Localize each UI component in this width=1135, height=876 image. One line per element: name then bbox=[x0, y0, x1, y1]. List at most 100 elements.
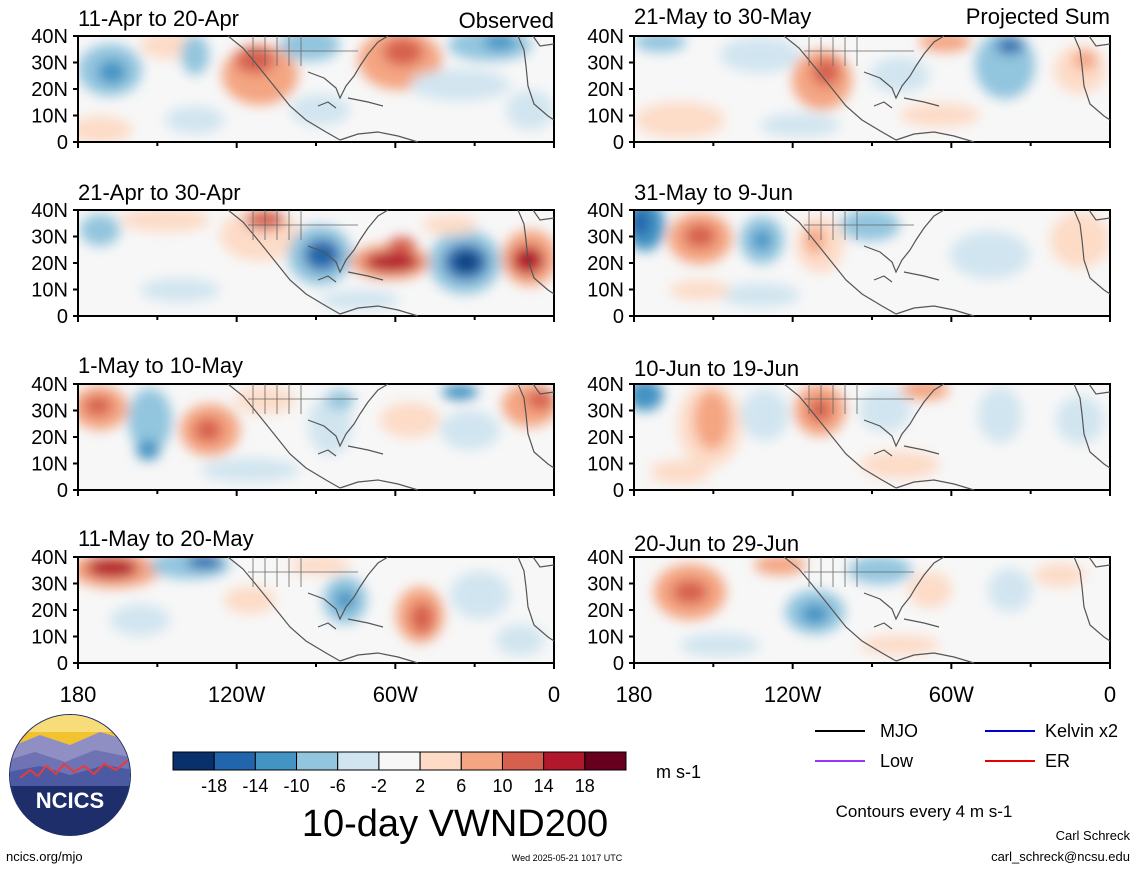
lon-label: 180 bbox=[60, 682, 97, 707]
coastline bbox=[873, 271, 940, 283]
units-label: m s-1 bbox=[656, 762, 701, 782]
colorbar-tick-label: 6 bbox=[456, 776, 466, 796]
panel-period-left-1: 11-Apr to 20-Apr bbox=[78, 6, 239, 31]
panel-right-3: 10-Jun to 19-Jun bbox=[633, 356, 1111, 491]
lat-label: 40N bbox=[587, 200, 624, 222]
coastline bbox=[895, 131, 975, 143]
lat-label: 10N bbox=[31, 106, 68, 128]
coastline bbox=[873, 445, 940, 457]
coastline bbox=[863, 556, 945, 621]
legend-label-kelvin: Kelvin x2 bbox=[1045, 721, 1118, 741]
coastline bbox=[1088, 209, 1111, 221]
lat-label: 0 bbox=[57, 480, 68, 502]
colorbar-tick-label: -18 bbox=[201, 776, 227, 796]
coastline bbox=[783, 556, 897, 662]
colorbar-tick-label: -14 bbox=[242, 776, 268, 796]
logo-text: NCICS bbox=[36, 788, 104, 813]
panel-left-4: 11-May to 20-May bbox=[77, 526, 555, 664]
coastline bbox=[1073, 209, 1111, 295]
coastline-group bbox=[783, 209, 1111, 317]
wind-field-right-3 bbox=[634, 384, 1110, 490]
colorbar-swatch bbox=[213, 751, 256, 771]
lat-label: 10N bbox=[587, 454, 624, 476]
lat-label: 0 bbox=[613, 480, 624, 502]
coastlines bbox=[227, 35, 1111, 664]
panel-left-1: 11-Apr to 20-Apr Observed bbox=[77, 6, 555, 143]
ncics-logo: NCICS bbox=[9, 714, 131, 836]
coastline bbox=[895, 305, 975, 317]
wind-field-left-3 bbox=[78, 384, 554, 490]
lat-label: 30N bbox=[587, 574, 624, 596]
panel-right-4: 20-Jun to 29-Jun bbox=[633, 531, 1111, 664]
legend-label-er: ER bbox=[1045, 751, 1070, 771]
coastline bbox=[517, 383, 555, 469]
lon-label: 0 bbox=[1104, 682, 1116, 707]
wind-field-right-2 bbox=[634, 210, 1110, 316]
panel-right-1: 21-May to 30-May Projected Sum bbox=[633, 4, 1111, 143]
lat-label: 0 bbox=[57, 653, 68, 675]
lat-label: 30N bbox=[587, 53, 624, 75]
wind-field-right-1 bbox=[634, 36, 1110, 142]
coastline-group bbox=[227, 556, 555, 664]
coastline bbox=[517, 35, 555, 121]
lat-label: 20N bbox=[31, 253, 68, 275]
site-url: ncics.org/mjo bbox=[6, 849, 83, 864]
coastline bbox=[307, 383, 389, 448]
coastline bbox=[1088, 35, 1111, 47]
lat-label: 40N bbox=[587, 26, 624, 48]
lat-label: 30N bbox=[31, 574, 68, 596]
wind-field-left-1 bbox=[78, 36, 554, 142]
coastline bbox=[317, 618, 384, 630]
wind-field-left-2 bbox=[78, 210, 554, 316]
author-email: carl_schreck@ncsu.edu bbox=[991, 849, 1130, 864]
coastline-group bbox=[783, 35, 1111, 143]
coastline bbox=[532, 35, 555, 47]
lon-label: 120W bbox=[764, 682, 822, 707]
lat-label: 40N bbox=[31, 26, 68, 48]
coastline bbox=[517, 556, 555, 642]
panel-period-right-1: 21-May to 30-May bbox=[634, 4, 811, 29]
axes-labels: 40N 30N 20N 10N 0 40N 30N 20N 10N 0 40N 30N 20N 10N 0 4… bbox=[31, 26, 1116, 707]
panel-period-right-4: 20-Jun to 29-Jun bbox=[634, 531, 799, 556]
lat-label: 10N bbox=[31, 280, 68, 302]
legend-label-mjo: MJO bbox=[880, 721, 918, 741]
lat-label: 40N bbox=[31, 374, 68, 396]
lon-label: 120W bbox=[208, 682, 266, 707]
coastline bbox=[339, 479, 419, 491]
figure-title: 10-day VWND200 bbox=[302, 803, 608, 845]
observed-label: Observed bbox=[459, 8, 554, 33]
coastline bbox=[227, 556, 341, 662]
panel-left-2: 21-Apr to 30-Apr bbox=[77, 180, 555, 317]
coastline bbox=[532, 383, 555, 395]
legend-label-low: Low bbox=[880, 751, 914, 771]
coastline bbox=[317, 271, 384, 283]
lat-label: 20N bbox=[31, 600, 68, 622]
coastline bbox=[532, 556, 555, 568]
colorbar-tick-label: 14 bbox=[534, 776, 554, 796]
colorbar-swatch bbox=[254, 751, 298, 771]
coastline bbox=[863, 383, 945, 448]
lat-label: 20N bbox=[587, 79, 624, 101]
lat-label: 10N bbox=[31, 454, 68, 476]
lat-label: 20N bbox=[587, 427, 624, 449]
coastline bbox=[227, 35, 341, 141]
lat-label: 10N bbox=[31, 627, 68, 649]
coastline bbox=[863, 209, 945, 274]
coastline bbox=[1073, 35, 1111, 121]
lat-label: 40N bbox=[587, 374, 624, 396]
coastline bbox=[532, 209, 555, 221]
coastline bbox=[783, 209, 897, 315]
timestamp: Wed 2025-05-21 1017 UTC bbox=[512, 853, 623, 863]
coastline bbox=[339, 305, 419, 317]
coastline bbox=[227, 209, 341, 315]
colorbar-swatch bbox=[543, 751, 586, 771]
colorbar-swatch bbox=[378, 751, 421, 771]
colorbar-tick-label: -2 bbox=[371, 776, 387, 796]
colorbar-swatch bbox=[172, 751, 215, 771]
lat-label: 40N bbox=[31, 547, 68, 569]
coastline bbox=[339, 131, 419, 143]
colorbar-swatch bbox=[460, 751, 503, 771]
lon-label: 60W bbox=[929, 682, 974, 707]
coastline bbox=[863, 35, 945, 100]
